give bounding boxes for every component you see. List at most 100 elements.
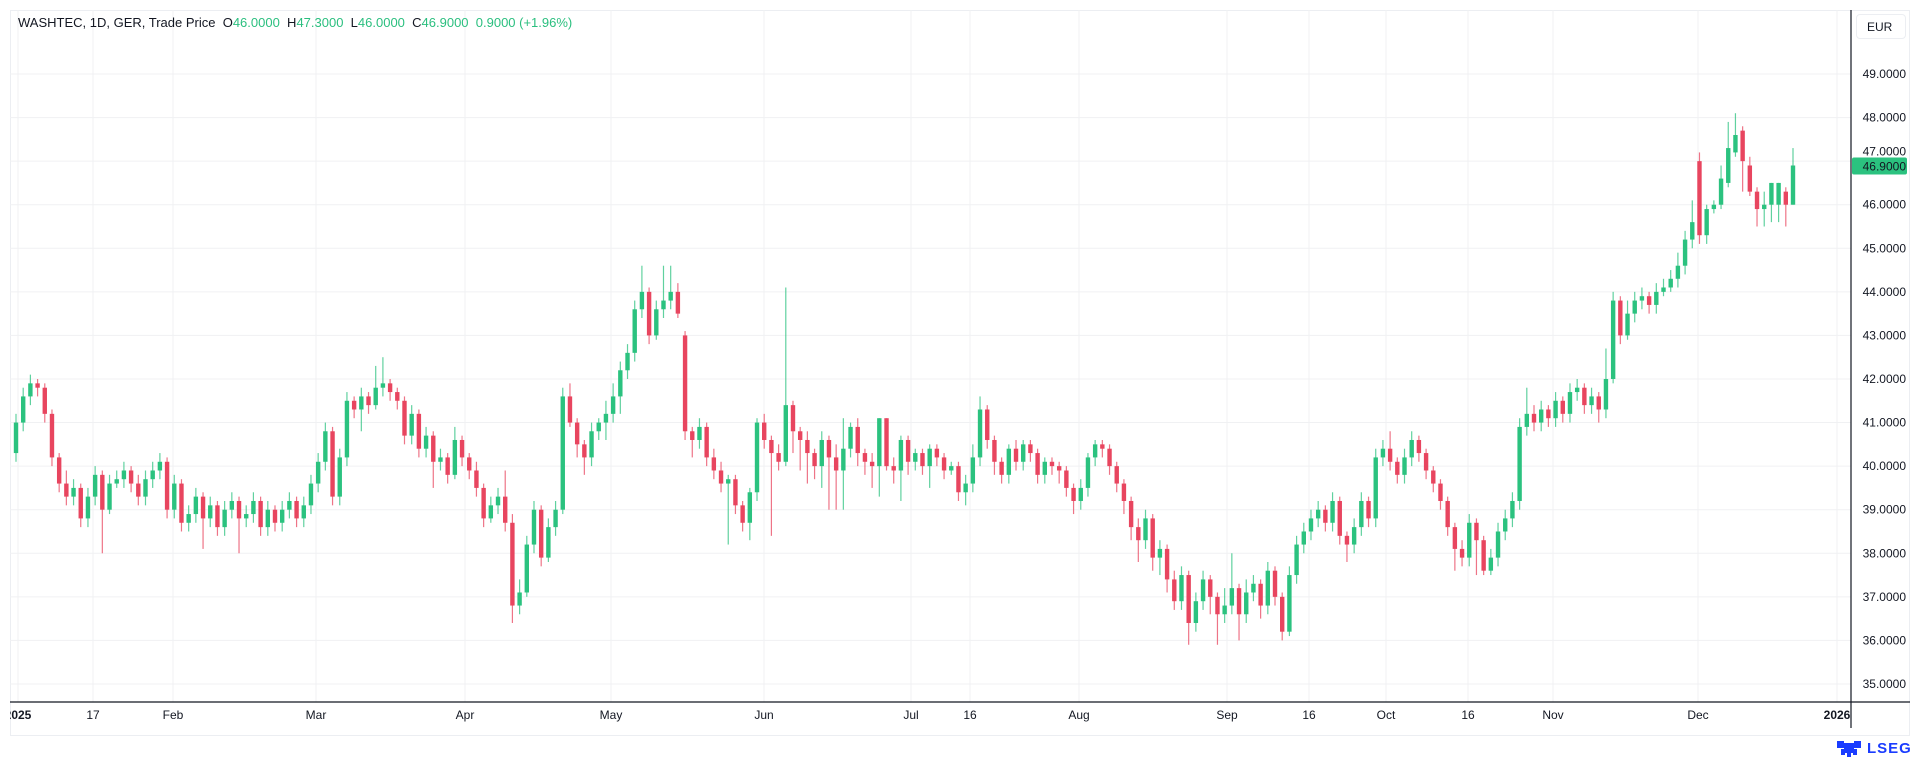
candle[interactable]: [1596, 392, 1601, 423]
candle[interactable]: [733, 474, 738, 515]
candle[interactable]: [474, 461, 479, 497]
candle[interactable]: [1697, 152, 1702, 244]
candle[interactable]: [553, 500, 558, 536]
candle[interactable]: [956, 461, 961, 501]
candle[interactable]: [28, 374, 33, 406]
candle[interactable]: [625, 344, 630, 379]
candle[interactable]: [596, 418, 601, 440]
candle[interactable]: [819, 431, 824, 488]
candle[interactable]: [1071, 483, 1076, 515]
candle[interactable]: [1618, 296, 1623, 345]
candle[interactable]: [1754, 187, 1760, 227]
candle[interactable]: [1208, 575, 1213, 615]
candle[interactable]: [726, 474, 731, 545]
candle[interactable]: [128, 466, 134, 493]
candle[interactable]: [1762, 191, 1767, 227]
candle[interactable]: [783, 287, 788, 467]
candle[interactable]: [1287, 566, 1292, 637]
candle[interactable]: [315, 453, 321, 493]
candle[interactable]: [1531, 405, 1537, 432]
candle[interactable]: [1164, 544, 1170, 593]
candle[interactable]: [1625, 300, 1630, 340]
candle[interactable]: [56, 453, 62, 493]
candle[interactable]: [222, 500, 227, 536]
candle[interactable]: [344, 392, 350, 467]
candle[interactable]: [1351, 518, 1357, 554]
candle[interactable]: [538, 505, 544, 567]
candle[interactable]: [754, 418, 760, 501]
candle[interactable]: [452, 426, 458, 480]
candle[interactable]: [869, 453, 875, 488]
candle[interactable]: [574, 418, 580, 458]
candle[interactable]: [1186, 570, 1191, 645]
candle[interactable]: [682, 331, 688, 440]
candle[interactable]: [826, 435, 832, 510]
candle[interactable]: [1661, 278, 1666, 297]
candle[interactable]: [136, 474, 141, 506]
candle[interactable]: [1330, 492, 1335, 532]
candle[interactable]: [1517, 418, 1522, 510]
candle[interactable]: [762, 413, 767, 449]
candle[interactable]: [1402, 448, 1407, 484]
candle[interactable]: [1136, 518, 1141, 562]
candle[interactable]: [78, 483, 83, 528]
candle[interactable]: [1085, 453, 1091, 497]
candle[interactable]: [1107, 444, 1112, 475]
candle[interactable]: [1013, 439, 1019, 471]
candle[interactable]: [992, 435, 997, 475]
candle[interactable]: [848, 422, 853, 458]
candle[interactable]: [934, 444, 940, 467]
candle[interactable]: [1258, 579, 1263, 619]
candle[interactable]: [114, 470, 119, 488]
candle[interactable]: [1128, 496, 1134, 541]
candle[interactable]: [172, 474, 177, 519]
candle[interactable]: [64, 470, 69, 506]
candle[interactable]: [1323, 505, 1328, 532]
candle[interactable]: [1574, 378, 1580, 401]
candle[interactable]: [1150, 514, 1155, 571]
candle[interactable]: [438, 448, 443, 471]
candle[interactable]: [747, 487, 753, 541]
candle[interactable]: [1567, 383, 1573, 423]
candle[interactable]: [215, 500, 220, 536]
candle[interactable]: [1092, 439, 1098, 467]
candle[interactable]: [797, 426, 803, 471]
candle[interactable]: [1718, 165, 1724, 210]
candle[interactable]: [646, 287, 652, 345]
candle[interactable]: [1790, 148, 1796, 205]
candle[interactable]: [668, 265, 673, 310]
candle[interactable]: [1272, 566, 1278, 606]
candle[interactable]: [690, 426, 695, 458]
candle[interactable]: [503, 470, 508, 532]
candle[interactable]: [35, 378, 40, 397]
candle[interactable]: [1193, 592, 1199, 632]
candle[interactable]: [805, 431, 810, 484]
candle[interactable]: [1172, 570, 1177, 610]
candle[interactable]: [294, 496, 299, 528]
candle[interactable]: [862, 448, 868, 475]
candle[interactable]: [517, 579, 522, 615]
candle[interactable]: [718, 461, 724, 493]
candle[interactable]: [1503, 509, 1508, 541]
candle[interactable]: [1690, 200, 1695, 249]
candle[interactable]: [323, 422, 328, 471]
candle[interactable]: [841, 418, 846, 510]
candle[interactable]: [1445, 496, 1450, 536]
candle[interactable]: [949, 461, 954, 475]
candle[interactable]: [855, 418, 860, 467]
candle[interactable]: [395, 387, 400, 410]
candle[interactable]: [985, 405, 990, 449]
candle[interactable]: [1035, 448, 1040, 484]
candle[interactable]: [877, 418, 882, 497]
candle[interactable]: [1452, 522, 1458, 571]
candle[interactable]: [1251, 575, 1256, 602]
candle[interactable]: [193, 487, 199, 523]
candle[interactable]: [1510, 492, 1515, 528]
candle[interactable]: [1222, 588, 1227, 623]
candle[interactable]: [157, 453, 163, 480]
candle[interactable]: [704, 422, 709, 467]
candle[interactable]: [1315, 500, 1321, 528]
candle[interactable]: [373, 365, 378, 410]
candle[interactable]: [1776, 182, 1781, 223]
candle[interactable]: [481, 483, 486, 528]
